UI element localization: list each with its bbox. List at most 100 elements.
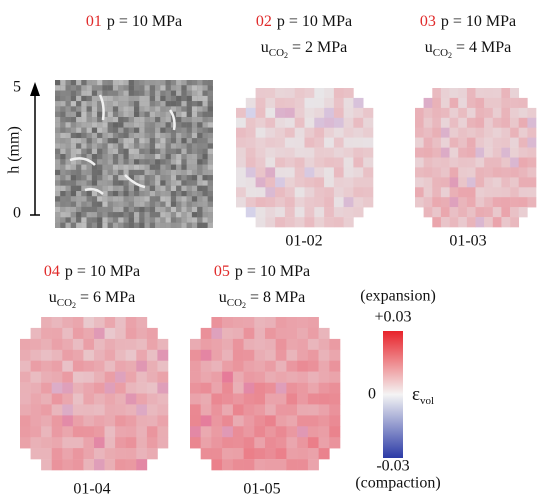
scan-pixel [203, 196, 208, 201]
strain-pixel [265, 459, 276, 470]
strain-pixel [450, 217, 459, 227]
strain-pixel [458, 138, 467, 148]
strain-pixel [265, 383, 276, 394]
strain-pixel [52, 328, 63, 339]
strain-pixel [297, 448, 308, 459]
strain-pixel [265, 88, 275, 98]
strain-pixel [305, 187, 315, 197]
strain-pixel [62, 383, 73, 394]
strain-pixel [363, 158, 373, 168]
strain-pixel [458, 197, 467, 207]
scan-pixel [108, 165, 113, 170]
strain-pixel [510, 108, 519, 118]
strain-pixel [353, 177, 363, 187]
scan-pixel [118, 180, 123, 185]
scan-pixel [108, 128, 113, 133]
scan-pixel [181, 170, 186, 175]
scan-pixel [108, 122, 113, 127]
scan-pixel [171, 143, 176, 148]
strain-pixel [305, 197, 315, 207]
strain-pixel [432, 177, 441, 187]
strain-pixel [62, 350, 73, 361]
scan-pixel [81, 217, 86, 222]
strain-pixel [52, 361, 63, 372]
strain-pixel [519, 148, 528, 158]
scan-pixel [92, 101, 97, 106]
strain-pixel [105, 372, 116, 383]
scan-pixel [145, 202, 150, 207]
scan-pixel [192, 149, 197, 154]
strain-pixel [285, 207, 295, 217]
scan-pixel [129, 117, 134, 122]
strain-pixel [157, 350, 168, 361]
strain-pixel [83, 383, 94, 394]
strain-pixel [276, 339, 287, 350]
strain-pixel [73, 448, 84, 459]
strain-pixel [424, 98, 433, 108]
scan-pixel [176, 143, 181, 148]
scan-pixel [197, 143, 202, 148]
scan-pixel [60, 117, 65, 122]
strain-pixel [276, 372, 287, 383]
strain-pixel [105, 339, 116, 350]
scan-pixel [66, 202, 71, 207]
strain-pixel [467, 98, 476, 108]
scan-pixel [139, 112, 144, 117]
scan-pixel [176, 196, 181, 201]
strain-pixel [441, 197, 450, 207]
scan-pixel [55, 85, 60, 90]
strain-pixel [222, 350, 233, 361]
scan-pixel [55, 122, 60, 127]
scan-pixel [203, 85, 208, 90]
scan-pixel [108, 80, 113, 85]
strain-pixel [510, 98, 519, 108]
scan-pixel [155, 180, 160, 185]
scan-pixel [102, 85, 107, 90]
strain-pixel [83, 426, 94, 437]
scan-pixel [181, 138, 186, 143]
scan-pixel [55, 202, 60, 207]
strain-pixel [126, 350, 137, 361]
scan-pixel [66, 112, 71, 117]
strain-pixel [467, 148, 476, 158]
scan-pixel [176, 138, 181, 143]
co2-pressure: uCO2= 4 MPa [425, 39, 512, 60]
scan-pixel [60, 133, 65, 138]
strain-pixel [415, 167, 424, 177]
scan-pixel [192, 91, 197, 96]
colorbar-top-note: (expansion) [360, 288, 436, 305]
scan-pixel [197, 159, 202, 164]
scan-pixel [66, 180, 71, 185]
strain-pixel [105, 404, 116, 415]
strain-pixel [136, 317, 147, 328]
strain-pixel [147, 437, 158, 448]
strain-pixel [458, 88, 467, 98]
strain-pixel [201, 394, 212, 405]
strain-pixel [265, 350, 276, 361]
strain-pixel [363, 118, 373, 128]
strain-pixel [20, 426, 31, 437]
strain-pixel [275, 158, 285, 168]
strain-pixel [20, 383, 31, 394]
strain-pixel [190, 383, 201, 394]
scan-pixel [124, 186, 129, 191]
strain-pixel [94, 383, 105, 394]
strain-pixel [329, 437, 340, 448]
strain-pixel [363, 138, 373, 148]
strain-pixel [275, 207, 285, 217]
strain-pixel [286, 415, 297, 426]
scan-pixel [171, 180, 176, 185]
scan-pixel [87, 180, 92, 185]
scan-pixel [129, 96, 134, 101]
strain-pixel [353, 187, 363, 197]
scan-pixel [160, 91, 165, 96]
strain-pixel [324, 98, 334, 108]
strain-pixel [295, 98, 305, 108]
strain-pixel [467, 138, 476, 148]
strain-pixel [233, 437, 244, 448]
scan-pixel [145, 170, 150, 175]
strain-pixel [334, 197, 344, 207]
scan-pixel [102, 91, 107, 96]
strain-pixel [314, 88, 324, 98]
strain-pixel [329, 350, 340, 361]
